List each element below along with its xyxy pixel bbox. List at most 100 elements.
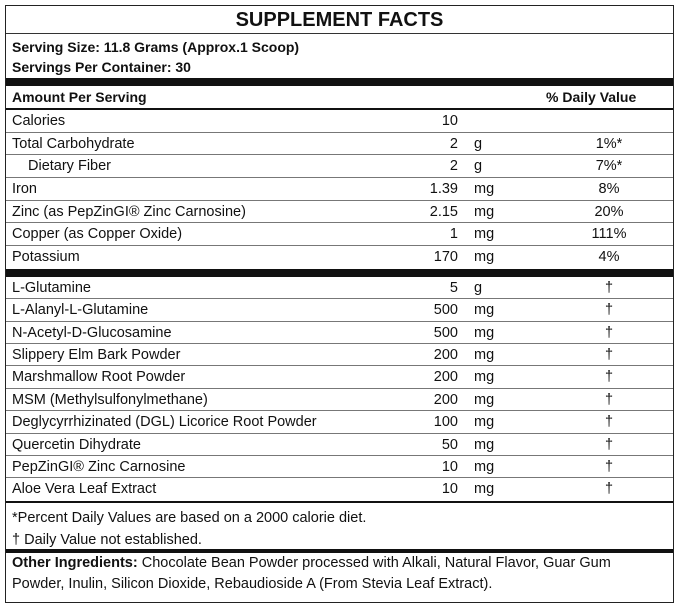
table-row: Deglycyrrhizinated (DGL) Licorice Root P… <box>6 411 673 434</box>
daily-value: 20% <box>594 203 624 220</box>
nutrient-name: PepZinGI® Zinc Carnosine <box>12 458 186 475</box>
table-row: L-Glutamine 5 g † <box>6 277 673 300</box>
amount: 10 <box>441 458 458 475</box>
nutrient-name: Total Carbohydrate <box>12 135 135 152</box>
amount: 5 <box>449 279 458 296</box>
nutrient-name: Iron <box>12 181 37 198</box>
nutrient-name: MSM (Methylsulfonylmethane) <box>12 391 208 408</box>
daily-value: † <box>604 458 614 475</box>
divider <box>6 268 673 277</box>
servings-per-container: Servings Per Container: 30 <box>12 59 191 75</box>
table-row: PepZinGI® Zinc Carnosine 10 mg † <box>6 456 673 479</box>
amount: 2 <box>449 158 458 175</box>
nutrient-name: Copper (as Copper Oxide) <box>12 226 183 243</box>
amount: 170 <box>433 249 458 266</box>
divider <box>6 548 673 553</box>
column-header: % Daily Value <box>546 89 637 105</box>
daily-value: 4% <box>598 249 620 266</box>
unit: g <box>474 279 483 296</box>
nutrient-name: N-Acetyl-D-Glucosamine <box>12 324 172 341</box>
table-row: Potassium 170 mg 4% <box>6 246 673 269</box>
nutrient-name: Slippery Elm Bark Powder <box>12 346 181 363</box>
daily-value: † <box>604 279 614 296</box>
other-ingredients-text: Chocolate Bean Powder processed with Alk… <box>12 554 611 592</box>
amount: 500 <box>433 324 458 341</box>
unit: mg <box>474 203 495 220</box>
unit: mg <box>474 226 495 243</box>
nutrient-section: Calories 10 Total Carbohydrate 2 g 1%* Dietary… <box>6 110 673 269</box>
ingredient-section: L-Glutamine 5 g † L-Alanyl-L-Glutamine 500 mg †… <box>6 277 673 501</box>
table-row: Zinc (as PepZinGI® Zinc Carnosine) 2.15 mg… <box>6 201 673 224</box>
nutrient-name: Deglycyrrhizinated (DGL) Licorice Root P… <box>12 414 317 431</box>
table-row: Aloe Vera Leaf Extract 10 mg † <box>6 478 673 500</box>
nutrient-name: Quercetin Dihydrate <box>12 436 141 453</box>
amount: 2.15 <box>429 203 458 220</box>
footnotes: *Percent Daily Values are based on a 200… <box>6 500 673 549</box>
nutrient-name: L-Alanyl-L-Glutamine <box>12 302 149 319</box>
daily-value: † <box>604 302 614 319</box>
unit: mg <box>474 436 495 453</box>
unit: g <box>474 135 483 152</box>
unit: mg <box>474 369 495 386</box>
table-row: Slippery Elm Bark Powder 200 mg † <box>6 344 673 367</box>
amount: 500 <box>433 302 458 319</box>
unit: mg <box>474 181 495 198</box>
unit: mg <box>474 346 495 363</box>
footnote: *Percent Daily Values are based on a 200… <box>12 509 367 526</box>
amount: 200 <box>433 346 458 363</box>
supplement-facts-panel: SUPPLEMENT FACTS Serving Size: 11.8 Gram… <box>5 5 674 603</box>
table-row: Calories 10 <box>6 110 673 133</box>
unit: mg <box>474 324 495 341</box>
nutrient-name: Zinc (as PepZinGI® Zinc Carnosine) <box>12 203 246 220</box>
nutrient-name: Aloe Vera Leaf Extract <box>12 481 157 498</box>
daily-value: † <box>604 481 614 498</box>
daily-value: † <box>604 391 614 408</box>
footnote: † Daily Value not established. <box>12 531 202 548</box>
divider <box>6 78 673 86</box>
unit: mg <box>474 414 495 431</box>
daily-value: 8% <box>598 181 620 198</box>
column-header: Amount Per Serving <box>12 89 147 105</box>
table-row: N-Acetyl-D-Glucosamine 500 mg † <box>6 322 673 344</box>
amount: 50 <box>441 436 458 453</box>
other-ingredients: Other Ingredients: Chocolate Bean Powder… <box>6 553 673 595</box>
serving-size: Serving Size: 11.8 Grams (Approx.1 Scoop… <box>12 39 300 55</box>
daily-value: 111% <box>591 226 627 243</box>
table-header: Amount Per Serving % Daily Value <box>6 86 673 110</box>
daily-value: 7%* <box>595 158 623 175</box>
daily-value: 1%* <box>595 135 623 152</box>
table-row: L-Alanyl-L-Glutamine 500 mg † <box>6 299 673 322</box>
nutrient-name: L-Glutamine <box>12 279 91 296</box>
nutrient-name: Marshmallow Root Powder <box>12 369 186 386</box>
amount: 200 <box>433 369 458 386</box>
table-row: Total Carbohydrate 2 g 1%* <box>6 133 673 156</box>
daily-value: † <box>604 414 614 431</box>
daily-value: † <box>604 324 614 341</box>
amount: 100 <box>433 414 458 431</box>
daily-value: † <box>604 436 614 453</box>
other-ingredients-label: Other Ingredients: <box>12 554 138 571</box>
unit: mg <box>474 249 495 266</box>
table-row: Marshmallow Root Powder 200 mg † <box>6 366 673 389</box>
title: SUPPLEMENT FACTS <box>6 6 673 34</box>
amount: 10 <box>441 113 458 129</box>
amount: 2 <box>449 135 458 152</box>
unit: g <box>474 158 483 175</box>
nutrient-name: Potassium <box>12 249 80 266</box>
unit: mg <box>474 458 495 475</box>
amount: 200 <box>433 391 458 408</box>
unit: mg <box>474 481 495 498</box>
table-row: Copper (as Copper Oxide) 1 mg 111% <box>6 223 673 247</box>
nutrient-name: Dietary Fiber <box>28 158 111 175</box>
amount: 10 <box>441 481 458 498</box>
table-row: Quercetin Dihydrate 50 mg † <box>6 434 673 456</box>
table-row: MSM (Methylsulfonylmethane) 200 mg † <box>6 389 673 412</box>
amount: 1 <box>449 226 458 243</box>
table-row: Dietary Fiber 2 g 7%* <box>6 155 673 179</box>
nutrient-name: Calories <box>12 113 66 129</box>
unit: mg <box>474 302 495 319</box>
amount: 1.39 <box>429 181 458 198</box>
table-row: Iron 1.39 mg 8% <box>6 178 673 201</box>
unit: mg <box>474 391 495 408</box>
